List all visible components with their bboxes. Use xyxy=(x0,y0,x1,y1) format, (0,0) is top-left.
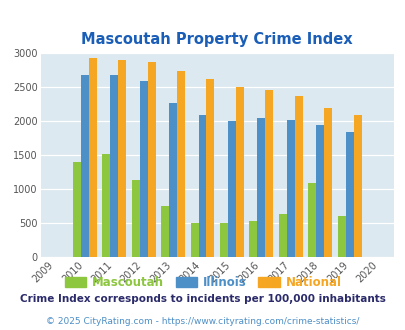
Bar xyxy=(110,75,118,257)
Bar xyxy=(72,162,81,257)
Bar xyxy=(278,214,286,257)
Bar xyxy=(190,223,198,257)
Bar xyxy=(307,183,315,257)
Legend: Mascoutah, Illinois, National: Mascoutah, Illinois, National xyxy=(60,272,345,294)
Bar xyxy=(227,121,235,257)
Bar xyxy=(102,154,110,257)
Bar xyxy=(337,216,345,257)
Bar xyxy=(177,71,185,257)
Bar xyxy=(315,125,324,257)
Bar xyxy=(235,87,243,257)
Bar xyxy=(324,108,331,257)
Bar xyxy=(294,96,302,257)
Bar xyxy=(131,180,139,257)
Bar xyxy=(206,80,214,257)
Bar xyxy=(147,62,155,257)
Bar xyxy=(345,132,353,257)
Text: © 2025 CityRating.com - https://www.cityrating.com/crime-statistics/: © 2025 CityRating.com - https://www.city… xyxy=(46,317,359,326)
Title: Mascoutah Property Crime Index: Mascoutah Property Crime Index xyxy=(81,32,352,48)
Bar xyxy=(89,58,96,257)
Bar xyxy=(265,90,273,257)
Bar xyxy=(118,60,126,257)
Bar xyxy=(353,115,361,257)
Bar xyxy=(257,117,265,257)
Bar xyxy=(139,82,147,257)
Bar xyxy=(81,75,89,257)
Bar xyxy=(286,120,294,257)
Bar xyxy=(220,223,227,257)
Bar xyxy=(168,103,177,257)
Text: Crime Index corresponds to incidents per 100,000 inhabitants: Crime Index corresponds to incidents per… xyxy=(20,294,385,304)
Bar xyxy=(161,206,168,257)
Bar xyxy=(198,115,206,257)
Bar xyxy=(249,221,257,257)
